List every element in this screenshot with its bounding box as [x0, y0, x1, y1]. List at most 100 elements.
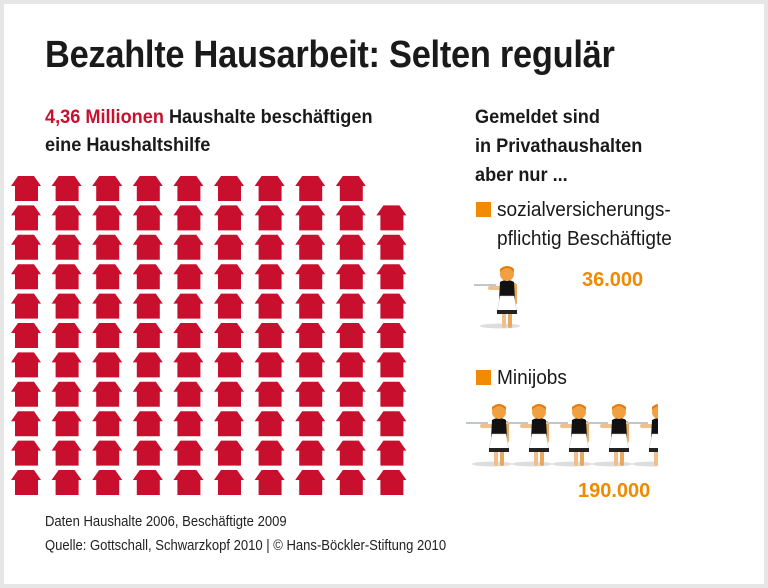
right-heading-line2: in Privathaushalten — [475, 135, 643, 157]
house-icon — [295, 323, 326, 348]
house-icon — [295, 205, 326, 231]
house-icon — [335, 323, 366, 348]
house-icon — [92, 205, 123, 231]
house-icon — [51, 176, 82, 201]
house-icon — [376, 352, 407, 378]
households-text: Haushalte beschäftigen — [163, 106, 373, 128]
house-icon — [11, 440, 41, 466]
house-icon — [376, 234, 407, 260]
house-icon — [214, 293, 244, 319]
house-icon — [173, 323, 204, 348]
house-icon — [92, 234, 123, 260]
house-icon — [11, 234, 41, 260]
house-icon — [173, 470, 204, 495]
house-icon — [132, 205, 163, 231]
house-icon — [335, 293, 366, 319]
house-icon — [173, 234, 204, 260]
svp-value-label: 36.000 — [582, 269, 644, 291]
pictogram-chart — [11, 176, 658, 495]
house-icon — [295, 470, 326, 495]
house-icon — [51, 234, 82, 260]
house-icon — [254, 264, 285, 290]
house-icon — [92, 381, 123, 407]
house-icon — [11, 411, 41, 437]
houses-group — [11, 176, 407, 495]
footer-data-note: Daten Haushalte 2006, Beschäftigte 2009 — [45, 514, 287, 530]
house-icon — [51, 411, 82, 437]
legend-svp-line2: pflichtig Beschäftigte — [497, 227, 672, 250]
house-icon — [214, 176, 244, 201]
house-icon — [132, 264, 163, 290]
house-icon — [254, 381, 285, 407]
house-icon — [51, 381, 82, 407]
house-icon — [295, 381, 326, 407]
waitress-figure-icon — [586, 404, 632, 467]
house-icon — [214, 323, 244, 348]
house-icon — [335, 176, 366, 201]
waitress-figure-icon — [506, 404, 552, 467]
house-icon — [295, 264, 326, 290]
svp-figures-group — [474, 266, 520, 329]
legend-swatch-minijobs — [476, 370, 491, 385]
house-icon — [335, 234, 366, 260]
house-icon — [11, 381, 41, 407]
house-icon — [92, 411, 123, 437]
house-icon — [254, 323, 285, 348]
house-icon — [51, 352, 82, 378]
left-heading-line1: 4,36 Millionen Haushalte beschäftigen — [45, 106, 373, 129]
house-icon — [92, 352, 123, 378]
house-icon — [173, 176, 204, 201]
house-icon — [173, 205, 204, 231]
house-icon — [92, 470, 123, 495]
house-icon — [51, 293, 82, 319]
waitress-figure-icon — [626, 404, 658, 467]
households-highlight: 4,36 Millionen — [45, 106, 164, 128]
minijobs-value-label: 190.000 — [578, 480, 651, 502]
house-icon — [254, 411, 285, 437]
house-icon — [335, 411, 366, 437]
house-icon — [254, 205, 285, 231]
waitress-figure-icon — [546, 404, 592, 467]
chart-title: Bezahlte Hausarbeit: Selten regulär — [45, 34, 615, 76]
house-icon — [335, 205, 366, 231]
house-icon — [376, 205, 407, 231]
house-icon — [51, 205, 82, 231]
house-icon — [254, 293, 285, 319]
legend-svp-line1: sozialversicherungs- — [497, 198, 671, 221]
legend-minijobs: Minijobs — [497, 366, 567, 389]
right-heading-line1: Gemeldet sind — [475, 106, 600, 128]
house-icon — [214, 440, 244, 466]
house-icon — [92, 264, 123, 290]
right-heading-line3: aber nur ... — [475, 164, 568, 186]
house-icon — [335, 381, 366, 407]
house-icon — [214, 411, 244, 437]
house-icon — [376, 440, 407, 466]
house-icon — [214, 381, 244, 407]
house-icon — [254, 352, 285, 378]
house-icon — [11, 176, 41, 201]
house-icon — [214, 205, 244, 231]
house-icon — [92, 176, 123, 201]
house-icon — [173, 264, 204, 290]
house-icon — [173, 411, 204, 437]
house-icon — [295, 176, 326, 201]
footer-source: Quelle: Gottschall, Schwarzkopf 2010 | ©… — [45, 538, 447, 554]
house-icon — [11, 205, 41, 231]
house-icon — [11, 264, 41, 290]
house-icon — [173, 381, 204, 407]
minijob-figures-group — [466, 404, 658, 467]
house-icon — [295, 234, 326, 260]
house-icon — [214, 470, 244, 495]
house-icon — [295, 440, 326, 466]
house-icon — [376, 470, 407, 495]
house-icon — [335, 264, 366, 290]
waitress-figure-icon — [466, 404, 512, 467]
house-icon — [335, 352, 366, 378]
house-icon — [132, 176, 163, 201]
house-icon — [132, 470, 163, 495]
house-icon — [173, 440, 204, 466]
house-icon — [132, 411, 163, 437]
house-icon — [92, 440, 123, 466]
house-icon — [214, 234, 244, 260]
